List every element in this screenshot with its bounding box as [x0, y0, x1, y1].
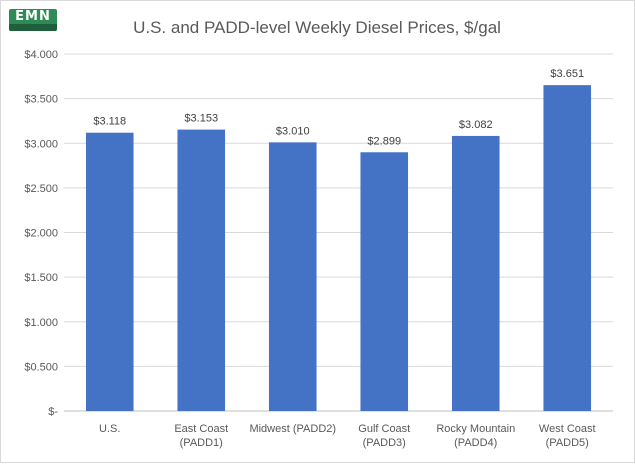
x-tick-label: (PADD1) [180, 437, 223, 449]
data-labels: $3.118 $3.153 $3.010 $2.899 $3.082 $3.651 [93, 68, 584, 147]
bar [543, 85, 592, 411]
y-tick-label: $3.500 [24, 94, 58, 106]
data-label: $3.651 [550, 68, 584, 80]
x-tick-label: (PADD3) [363, 437, 406, 449]
x-tick-label: (PADD4) [454, 437, 497, 449]
y-axis-labels: $- $0.500 $1.000 $1.500 $2.000 $2.500 $3.000 $3… [24, 49, 58, 418]
x-axis-labels: U.S. East Coast (PADD1) Midwest (PADD2) Gulf… [99, 423, 596, 449]
bar [268, 142, 317, 412]
bar [85, 132, 134, 411]
x-tick-label: Midwest (PADD2) [249, 423, 336, 435]
logo-strip [9, 24, 57, 31]
x-tick-label: Rocky Mountain [436, 423, 515, 435]
y-tick-label: $2.000 [24, 228, 58, 240]
y-tick-label: $0.500 [24, 361, 58, 373]
publisher-logo-icon: EMN [9, 9, 57, 31]
logo-mark: EMN [15, 9, 51, 24]
x-tick-label: West Coast [539, 423, 596, 435]
x-tick-label: (PADD5) [546, 437, 589, 449]
bar [177, 129, 226, 411]
chart-title: U.S. and PADD-level Weekly Diesel Prices… [133, 18, 501, 37]
data-label: $2.899 [367, 135, 401, 147]
x-tick-label: U.S. [99, 423, 120, 435]
data-label: $3.118 [93, 116, 126, 128]
x-tick-label: East Coast [174, 423, 228, 435]
y-tick-label: $2.500 [24, 183, 58, 195]
data-label: $3.082 [459, 119, 493, 131]
y-tick-label: $1.000 [24, 317, 58, 329]
data-label: $3.010 [276, 125, 310, 137]
gridlines [64, 53, 613, 412]
y-tick-label: $4.000 [24, 49, 58, 61]
x-tick-label: Gulf Coast [358, 423, 410, 435]
y-tick-label: $1.500 [24, 272, 58, 284]
bars [85, 85, 592, 412]
y-tick-label: $3.000 [24, 138, 58, 150]
bar [451, 135, 500, 411]
data-label: $3.153 [184, 113, 218, 125]
y-tick-label: $- [48, 406, 58, 418]
bar [360, 152, 409, 411]
